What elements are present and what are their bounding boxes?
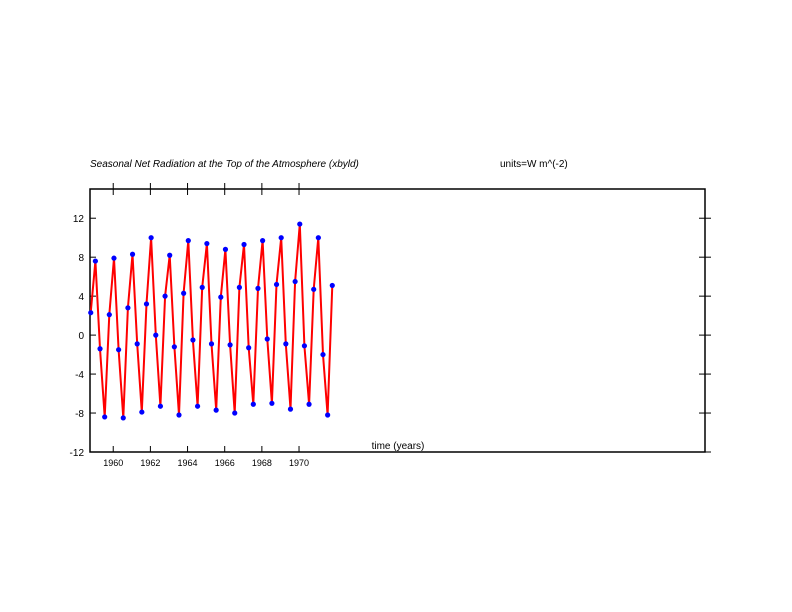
data-point bbox=[162, 293, 168, 299]
data-point bbox=[97, 346, 103, 352]
data-point bbox=[134, 341, 140, 347]
x-tick-label: 1970 bbox=[289, 458, 309, 468]
data-point bbox=[255, 285, 261, 291]
x-axis: 1960 1962 1964 1966 1968 1970 bbox=[103, 183, 309, 468]
data-point bbox=[139, 409, 145, 415]
x-tick-label: 1960 bbox=[103, 458, 123, 468]
data-point bbox=[167, 252, 173, 258]
data-point bbox=[301, 343, 308, 349]
x-axis-label: time (years) bbox=[372, 441, 425, 452]
data-point bbox=[273, 281, 280, 288]
data-point bbox=[222, 246, 229, 252]
data-point bbox=[315, 235, 321, 241]
y-tick-label: 8 bbox=[78, 253, 84, 264]
data-point bbox=[227, 342, 233, 348]
data-point bbox=[283, 341, 289, 347]
series-line bbox=[89, 224, 334, 418]
data-point bbox=[208, 341, 215, 347]
data-point bbox=[120, 415, 126, 421]
data-point bbox=[292, 278, 298, 285]
data-point bbox=[116, 347, 122, 353]
y-tick-label: -12 bbox=[70, 448, 85, 459]
data-point bbox=[88, 310, 94, 316]
plot-frame bbox=[89, 188, 706, 453]
data-point bbox=[250, 401, 256, 407]
data-point bbox=[236, 284, 242, 290]
data-point bbox=[185, 238, 191, 244]
data-point bbox=[129, 251, 136, 257]
x-tick-label: 1962 bbox=[140, 458, 160, 468]
y-axis: -12 -8 -4 0 4 8 12 bbox=[70, 214, 711, 459]
data-point bbox=[204, 240, 210, 247]
data-point bbox=[194, 403, 201, 409]
y-tick-label: -8 bbox=[75, 409, 84, 420]
data-point bbox=[111, 255, 117, 261]
data-point bbox=[278, 235, 284, 241]
x-tick-label: 1964 bbox=[178, 458, 198, 468]
data-point bbox=[329, 282, 335, 289]
data-point bbox=[190, 337, 196, 343]
data-point bbox=[311, 286, 317, 292]
data-point bbox=[157, 403, 164, 409]
data-point bbox=[148, 235, 154, 241]
data-point bbox=[325, 412, 331, 418]
x-tick-label: 1968 bbox=[252, 458, 272, 468]
y-tick-label: 4 bbox=[78, 292, 84, 303]
data-point bbox=[199, 284, 205, 290]
plot-area bbox=[88, 221, 335, 421]
data-point bbox=[106, 312, 112, 318]
units-label: units=W m^(-2) bbox=[500, 159, 568, 170]
data-point bbox=[176, 412, 182, 418]
data-point bbox=[92, 258, 98, 264]
data-point bbox=[246, 345, 252, 351]
y-tick-label: 0 bbox=[78, 331, 84, 342]
data-point bbox=[102, 414, 108, 420]
data-point bbox=[264, 336, 270, 342]
data-point bbox=[241, 241, 247, 248]
data-point bbox=[297, 221, 303, 227]
y-tick-label: 12 bbox=[73, 214, 85, 225]
data-point bbox=[153, 332, 159, 338]
data-point bbox=[218, 294, 224, 300]
data-point bbox=[306, 401, 312, 407]
data-point bbox=[143, 301, 150, 307]
data-point bbox=[213, 407, 219, 413]
chart-title: Seasonal Net Radiation at the Top of the… bbox=[90, 159, 359, 170]
data-point bbox=[269, 400, 275, 406]
data-point bbox=[232, 410, 238, 416]
x-tick-label: 1966 bbox=[215, 458, 235, 468]
data-point bbox=[125, 305, 131, 311]
data-point bbox=[287, 406, 294, 412]
data-point bbox=[171, 344, 177, 350]
y-tick-label: -4 bbox=[75, 370, 84, 381]
data-point bbox=[181, 290, 187, 296]
data-point bbox=[320, 351, 326, 358]
data-point bbox=[260, 238, 266, 244]
